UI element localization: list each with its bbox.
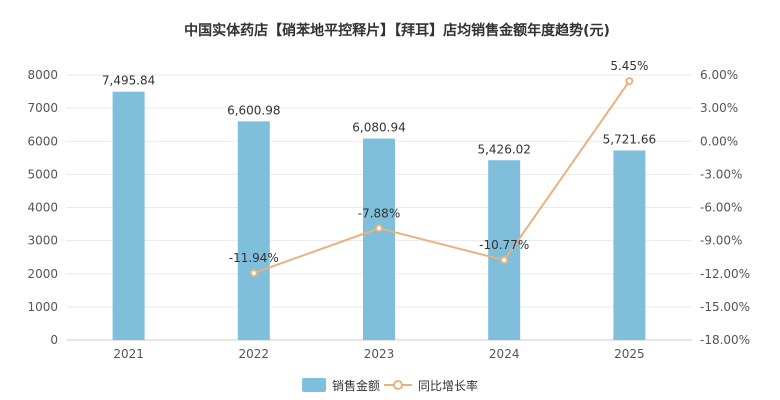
x-tick-label: 2023 <box>364 347 395 361</box>
line-point <box>625 77 634 86</box>
y-left-tick-label: 2000 <box>27 267 58 281</box>
bar-series: 7,495.84 6,600.98 6,080.94 5,426.02 5,721.66 <box>102 74 656 341</box>
y-left-tick-label: 4000 <box>27 201 58 215</box>
line-data-label: -7.88% <box>358 206 400 220</box>
y-right-tick-label: -15.00% <box>700 300 750 314</box>
y-right-tick-label: -3.00% <box>700 167 742 181</box>
y-right-tick-label: -6.00% <box>700 201 742 215</box>
x-tick-label: 2024 <box>489 347 520 361</box>
y-right-tick-label: -18.00% <box>700 333 750 347</box>
line-data-label: -10.77% <box>479 238 529 252</box>
bar-data-label: 7,495.84 <box>102 74 155 88</box>
line-data-label: -11.94% <box>229 251 279 265</box>
y-right-tick-label: -9.00% <box>700 234 742 248</box>
bar-data-label: 5,721.66 <box>603 132 656 146</box>
y-right-tick-label: 6.00% <box>700 68 738 82</box>
y-left-tick-label: 8000 <box>27 68 58 82</box>
bar <box>488 160 521 340</box>
line-point <box>500 256 509 265</box>
y-right-tick-label: 3.00% <box>700 101 738 115</box>
chart-title: 中国实体药店【硝苯地平控释片】【拜耳】店均销售金额年度趋势(元) <box>184 22 610 39</box>
growth-line <box>253 80 631 275</box>
x-tick-label: 2025 <box>614 347 645 361</box>
y-left-tick-label: 0 <box>50 333 58 347</box>
legend: 销售金额 同比增长率 <box>302 378 478 393</box>
bar-data-label: 5,426.02 <box>477 142 530 156</box>
bar-data-label: 6,600.98 <box>227 103 280 117</box>
y-left-tick-label: 5000 <box>27 167 58 181</box>
y-right-tick-label: 0.00% <box>700 134 738 148</box>
line-data-label: 5.45% <box>610 59 648 73</box>
legend-line-marker <box>393 380 403 390</box>
x-tick-label: 2021 <box>113 347 144 361</box>
y-left-tick-label: 6000 <box>27 134 58 148</box>
legend-bar-swatch <box>302 378 326 392</box>
y-left-tick-label: 3000 <box>27 234 58 248</box>
y-left-tick-label: 1000 <box>27 300 58 314</box>
line-point <box>249 269 258 278</box>
y-right-tick-label: -12.00% <box>700 267 750 281</box>
bar <box>613 150 646 340</box>
legend-label: 同比增长率 <box>418 378 478 393</box>
bar-data-label: 6,080.94 <box>352 121 405 135</box>
bar <box>363 138 395 340</box>
line-series: -11.94% -7.88% -10.77% 5.45% <box>229 59 648 278</box>
bar <box>237 121 270 341</box>
legend-label: 销售金额 <box>332 378 380 393</box>
axes: 0 1000 2000 3000 4000 5000 6000 7000 8000 -18.00%… <box>27 68 750 361</box>
x-tick-label: 2022 <box>239 347 270 361</box>
bar <box>112 91 145 340</box>
y-left-tick-label: 7000 <box>27 101 58 115</box>
line-point <box>375 224 383 233</box>
